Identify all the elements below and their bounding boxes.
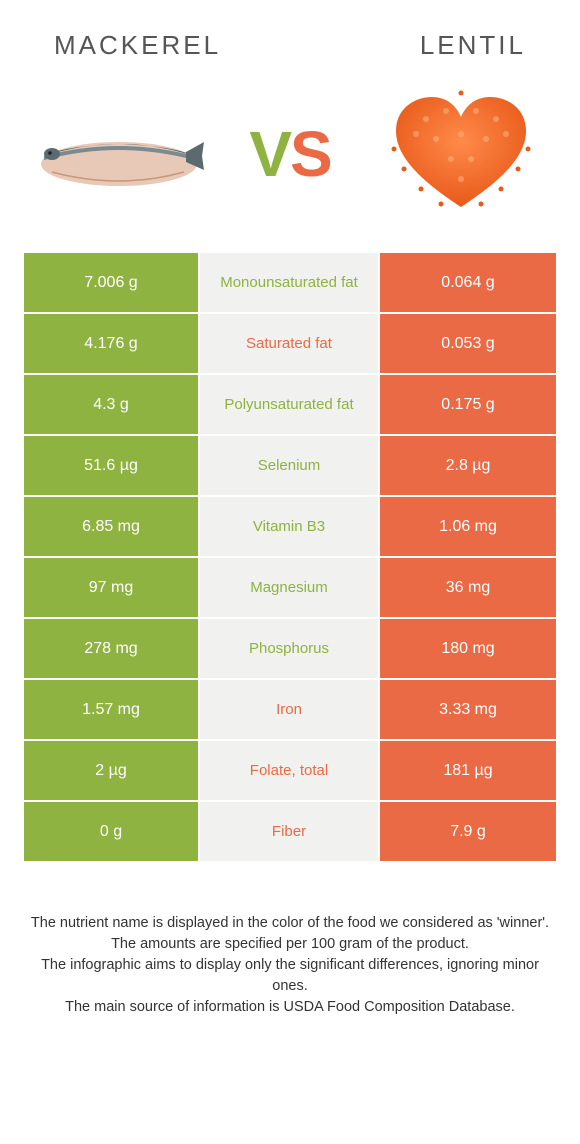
nutrient-label: Folate, total bbox=[200, 741, 380, 800]
value-left: 97 mg bbox=[24, 558, 200, 617]
value-right: 36 mg bbox=[380, 558, 556, 617]
table-row: 97 mgMagnesium36 mg bbox=[24, 558, 556, 619]
nutrient-label: Selenium bbox=[200, 436, 380, 495]
value-left: 0 g bbox=[24, 802, 200, 861]
table-row: 278 mgPhosphorus180 mg bbox=[24, 619, 556, 680]
value-right: 0.175 g bbox=[380, 375, 556, 434]
value-right: 7.9 g bbox=[380, 802, 556, 861]
value-left: 2 µg bbox=[24, 741, 200, 800]
table-row: 0 gFiber7.9 g bbox=[24, 802, 556, 863]
value-right: 1.06 mg bbox=[380, 497, 556, 556]
value-left: 1.57 mg bbox=[24, 680, 200, 739]
vs-s: S bbox=[290, 117, 331, 191]
value-right: 180 mg bbox=[380, 619, 556, 678]
table-row: 51.6 µgSelenium2.8 µg bbox=[24, 436, 556, 497]
value-right: 181 µg bbox=[380, 741, 556, 800]
value-left: 51.6 µg bbox=[24, 436, 200, 495]
nutrient-label: Polyunsaturated fat bbox=[200, 375, 380, 434]
value-left: 6.85 mg bbox=[24, 497, 200, 556]
value-right: 0.064 g bbox=[380, 253, 556, 312]
title-left: Mackerel bbox=[54, 30, 221, 61]
title-right: Lentil bbox=[420, 30, 526, 61]
value-right: 0.053 g bbox=[380, 314, 556, 373]
nutrient-label: Fiber bbox=[200, 802, 380, 861]
header: Mackerel Lentil bbox=[24, 30, 556, 61]
vs-row: VS bbox=[24, 89, 556, 219]
value-right: 2.8 µg bbox=[380, 436, 556, 495]
table-row: 4.3 gPolyunsaturated fat0.175 g bbox=[24, 375, 556, 436]
nutrient-label: Iron bbox=[200, 680, 380, 739]
lentil-image bbox=[376, 89, 546, 219]
value-left: 7.006 g bbox=[24, 253, 200, 312]
footnotes: The nutrient name is displayed in the co… bbox=[24, 913, 556, 1018]
vs-label: VS bbox=[249, 117, 330, 191]
table-row: 7.006 gMonounsaturated fat0.064 g bbox=[24, 253, 556, 314]
nutrient-label: Saturated fat bbox=[200, 314, 380, 373]
nutrient-label: Vitamin B3 bbox=[200, 497, 380, 556]
nutrient-table: 7.006 gMonounsaturated fat0.064 g4.176 g… bbox=[24, 253, 556, 863]
footnote-line: The nutrient name is displayed in the co… bbox=[28, 913, 552, 934]
nutrient-label: Magnesium bbox=[200, 558, 380, 617]
nutrient-label: Monounsaturated fat bbox=[200, 253, 380, 312]
footnote-line: The main source of information is USDA F… bbox=[28, 997, 552, 1018]
value-left: 4.3 g bbox=[24, 375, 200, 434]
nutrient-label: Phosphorus bbox=[200, 619, 380, 678]
footnote-line: The amounts are specified per 100 gram o… bbox=[28, 934, 552, 955]
value-left: 4.176 g bbox=[24, 314, 200, 373]
vs-v: V bbox=[249, 117, 290, 191]
value-right: 3.33 mg bbox=[380, 680, 556, 739]
value-left: 278 mg bbox=[24, 619, 200, 678]
table-row: 2 µgFolate, total181 µg bbox=[24, 741, 556, 802]
mackerel-image bbox=[34, 89, 204, 219]
footnote-line: The infographic aims to display only the… bbox=[28, 955, 552, 997]
table-row: 4.176 gSaturated fat0.053 g bbox=[24, 314, 556, 375]
table-row: 6.85 mgVitamin B31.06 mg bbox=[24, 497, 556, 558]
table-row: 1.57 mgIron3.33 mg bbox=[24, 680, 556, 741]
